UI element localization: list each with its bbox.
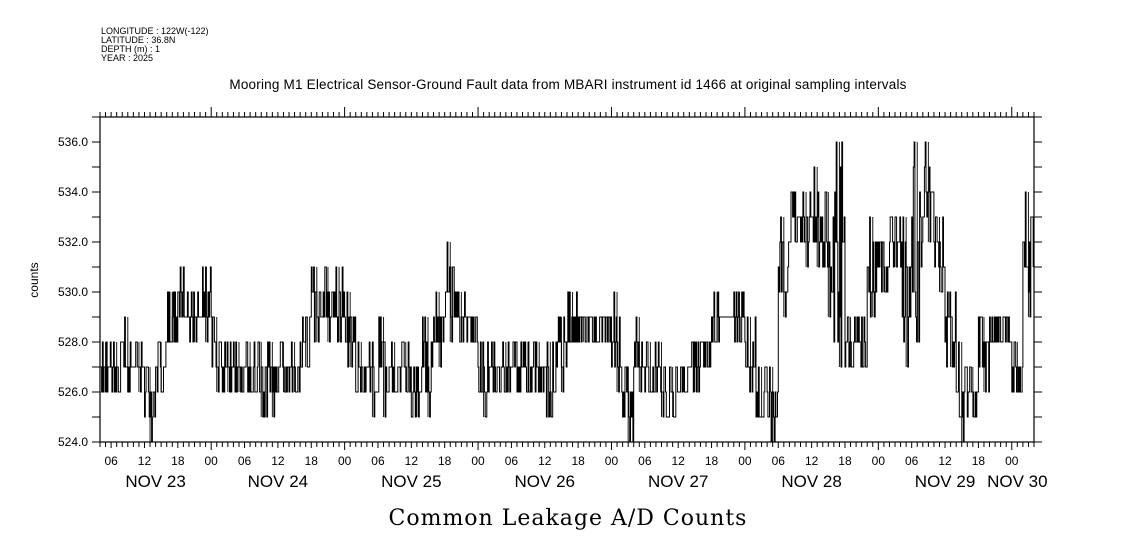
x-hour-label: 06 [505,454,519,468]
x-day-label: NOV 27 [648,472,708,491]
x-hour-label: 00 [872,454,886,468]
y-tick-label: 534.0 [58,185,88,199]
plot-frame [99,116,1035,443]
x-day-label: NOV 24 [248,472,308,491]
x-hour-label: 00 [1005,454,1019,468]
x-hour-label: 00 [605,454,619,468]
x-hour-label: 06 [238,454,252,468]
y-tick-label: 530.0 [58,285,88,299]
x-hour-label: 12 [538,454,552,468]
x-hour-label: 18 [705,454,719,468]
x-hour-label: 06 [371,454,385,468]
x-day-label: NOV 26 [515,472,575,491]
data-series-line [100,141,1034,443]
x-hour-label: 06 [104,454,118,468]
x-day-label: NOV 28 [781,472,841,491]
x-hour-label: 00 [205,454,219,468]
x-hour-label: 12 [405,454,419,468]
x-hour-label: 00 [338,454,352,468]
x-hour-label: 00 [738,454,752,468]
x-day-label: NOV 30 [987,472,1047,491]
x-hour-label: 00 [471,454,485,468]
x-hour-label: 12 [938,454,952,468]
x-hour-label: 12 [805,454,819,468]
latitude-label: LATITUDE : 36.8N [101,35,176,45]
x-hour-label: 12 [271,454,285,468]
y-tick-label: 536.0 [58,135,88,149]
y-axis-label: counts [27,262,41,297]
y-tick-label: 532.0 [58,235,88,249]
y-tick-label: 528.0 [58,335,88,349]
x-hour-label: 18 [571,454,585,468]
x-hour-label: 18 [972,454,986,468]
x-day-label: NOV 25 [381,472,441,491]
x-day-label: NOV 23 [125,472,185,491]
x-hour-label: 18 [171,454,185,468]
longitude-label: LONGITUDE : 122W(-122) [101,26,209,36]
x-hour-label: 06 [638,454,652,468]
x-hour-label: 06 [905,454,919,468]
y-tick-label: 526.0 [58,385,88,399]
x-day-label: NOV 29 [915,472,975,491]
year-label: YEAR : 2025 [101,53,154,63]
x-hour-label: 06 [772,454,786,468]
x-hour-label: 18 [438,454,452,468]
x-hour-label: 18 [838,454,852,468]
y-tick-label: 524.0 [58,435,88,449]
depth-label: DEPTH (m) : 1 [101,44,161,54]
chart-subtitle: Common Leakage A/D Counts [388,506,748,531]
chart-title: Mooring M1 Electrical Sensor-Ground Faul… [229,77,907,92]
x-hour-label: 12 [138,454,152,468]
x-hour-label: 12 [672,454,686,468]
x-hour-label: 18 [305,454,319,468]
